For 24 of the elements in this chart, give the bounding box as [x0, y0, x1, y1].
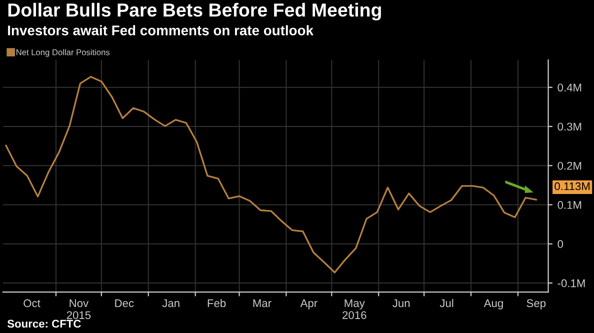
chart-title: Dollar Bulls Pare Bets Before Fed Meeting [8, 2, 381, 20]
y-tick-label: 0 [558, 240, 564, 248]
y-tick-label: -0.1M [558, 279, 585, 288]
x-tick-label: Jun [392, 299, 410, 308]
chart-subtitle: Investors await Fed comments on rate outlook [8, 25, 314, 36]
x-tick-label: Nov 2015 [66, 299, 91, 320]
x-tick-label: May 2016 [342, 299, 366, 320]
y-tick-label: 0.4M [558, 84, 582, 92]
y-tick-label: 0.3M [558, 122, 582, 131]
x-tick-label: Jan [162, 299, 180, 308]
annotation: 0.113M [554, 182, 590, 190]
line-series [5, 76, 537, 274]
x-tick-label: Jul [440, 298, 454, 308]
source-note: Source: CFTC [7, 320, 81, 328]
x-tick-label: Aug [484, 299, 503, 310]
x-tick-label: Mar [253, 299, 272, 308]
x-tick-label: Sep [526, 299, 546, 310]
x-tick-label: Apr [300, 299, 318, 310]
x-tick-label: Oct [24, 299, 40, 308]
x-tick-label: Feb [208, 298, 226, 308]
legend-label: Net Long Dollar Positions [16, 49, 110, 57]
y-tick-label: 0.1M [558, 201, 582, 209]
y-tick-label: 0.2M [558, 162, 582, 170]
x-tick-label: Dec [115, 299, 134, 308]
